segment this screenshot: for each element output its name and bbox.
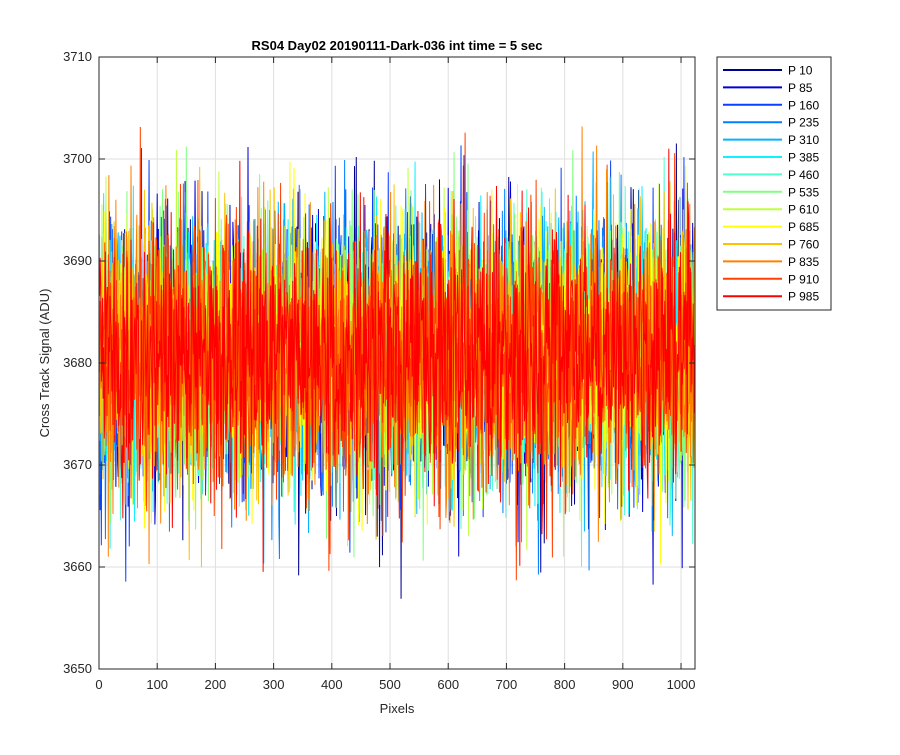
y-tick-label: 3710 — [63, 49, 92, 64]
legend-label: P 460 — [788, 168, 819, 182]
y-tick-label: 3680 — [63, 355, 92, 370]
x-tick-label: 500 — [379, 677, 401, 692]
x-tick-label: 100 — [146, 677, 168, 692]
legend-label: P 760 — [788, 238, 819, 252]
legend-label: P 85 — [788, 81, 813, 95]
legend-label: P 310 — [788, 133, 819, 147]
series-layer — [99, 126, 696, 599]
legend-label: P 535 — [788, 185, 819, 199]
legend-label: P 10 — [788, 64, 813, 78]
y-tick-label: 3690 — [63, 253, 92, 268]
chart-title: RS04 Day02 20190111-Dark-036 int time = … — [252, 38, 543, 53]
x-tick-label: 200 — [205, 677, 227, 692]
legend-label: P 235 — [788, 116, 819, 130]
x-tick-label: 900 — [612, 677, 634, 692]
legend-label: P 385 — [788, 151, 819, 165]
legend-label: P 985 — [788, 290, 819, 304]
legend-label: P 160 — [788, 98, 819, 112]
x-tick-label: 700 — [496, 677, 518, 692]
y-tick-label: 3660 — [63, 559, 92, 574]
y-tick-label: 3670 — [63, 457, 92, 472]
legend-label: P 910 — [788, 272, 819, 286]
legend-label: P 685 — [788, 220, 819, 234]
legend-label: P 835 — [788, 255, 819, 269]
x-tick-label: 400 — [321, 677, 343, 692]
x-axis-label: Pixels — [380, 701, 415, 716]
y-axis-label: Cross Track Signal (ADU) — [37, 289, 52, 438]
tick-layer: 0 100 200 300 400 500 600 700 800 900 1000 3650 3660… — [63, 49, 695, 692]
x-tick-label: 800 — [554, 677, 576, 692]
x-tick-label: 600 — [437, 677, 459, 692]
y-tick-label: 3650 — [63, 661, 92, 676]
x-tick-label: 300 — [263, 677, 285, 692]
legend-box — [716, 56, 832, 311]
legend-label: P 610 — [788, 203, 819, 217]
series-line — [99, 148, 696, 572]
x-tick-label: 0 — [95, 677, 102, 692]
x-tick-label: 1000 — [667, 677, 696, 692]
y-tick-label: 3700 — [63, 151, 92, 166]
legend: P 10 P 85 P 160 P 235 P 310 P 385 P 460 P 535 P … — [716, 56, 832, 311]
